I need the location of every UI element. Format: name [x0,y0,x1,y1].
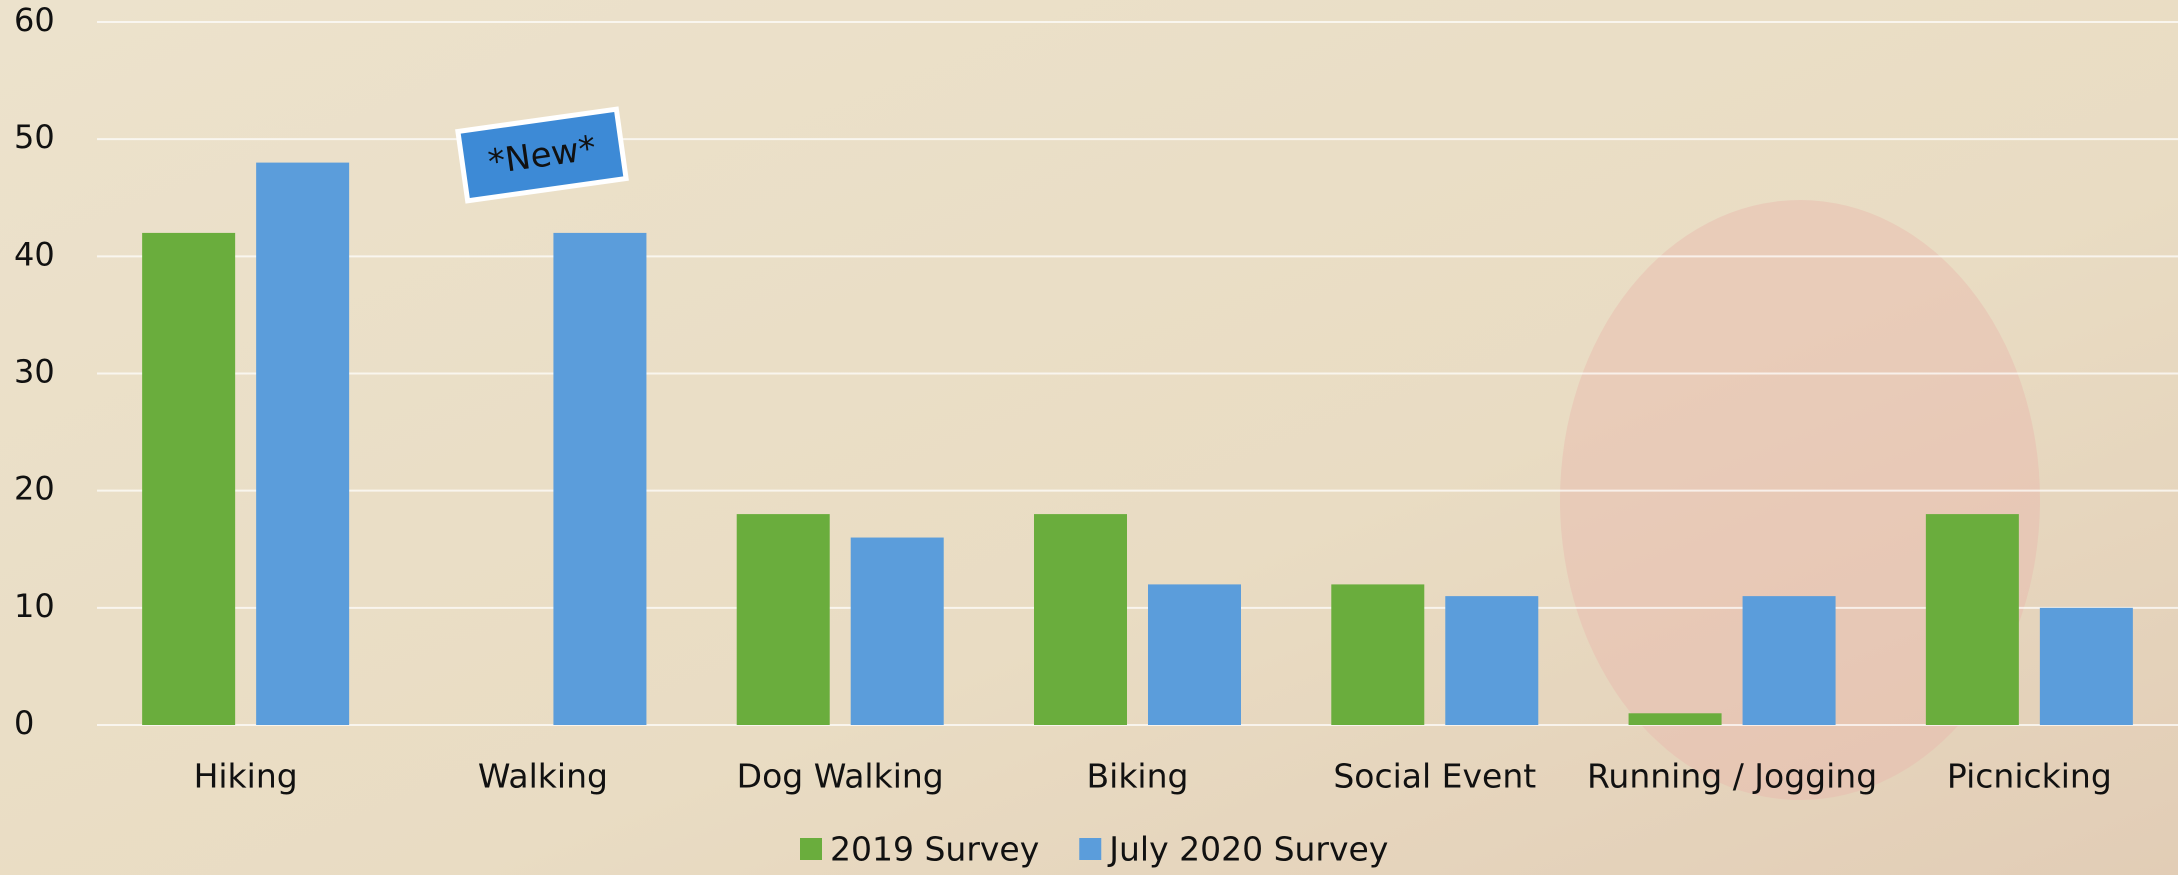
bar [1034,514,1127,725]
bar [1331,584,1424,725]
y-tick-label: 20 [14,470,55,508]
x-tick-label: Running / Jogging [1587,757,1877,796]
chart: 0 10 20 30 40 50 60 Hiking Walking Dog Walking Bik… [0,0,2178,875]
bar [1148,584,1241,725]
bar [851,538,944,725]
y-tick-label: 30 [14,353,55,391]
x-tick-label: Hiking [194,757,298,796]
y-tick-label: 60 [14,1,55,39]
bar [737,514,830,725]
legend-label: July 2020 Survey [1107,830,1388,869]
bar [553,233,646,725]
x-tick-label: Walking [478,757,608,796]
bar [1743,596,1836,725]
bar [256,163,349,725]
bar [1445,596,1538,725]
legend-swatch [1079,838,1101,860]
y-tick-label: 0 [14,704,34,742]
bar [2040,608,2133,725]
y-tick-label: 40 [14,235,55,273]
bar [142,233,235,725]
x-tick-label: Picnicking [1947,757,2112,796]
bar [1926,514,2019,725]
x-tick-label: Social Event [1333,757,1536,796]
y-tick-label: 10 [14,587,55,625]
x-tick-label: Biking [1087,757,1189,796]
legend-swatch [800,838,822,860]
bar [1629,713,1722,725]
legend-label: 2019 Survey [830,830,1039,869]
x-tick-label: Dog Walking [737,757,944,796]
y-tick-label: 50 [14,118,55,156]
page: 0 10 20 30 40 50 60 Hiking Walking Dog Walking Bik… [0,0,2178,875]
